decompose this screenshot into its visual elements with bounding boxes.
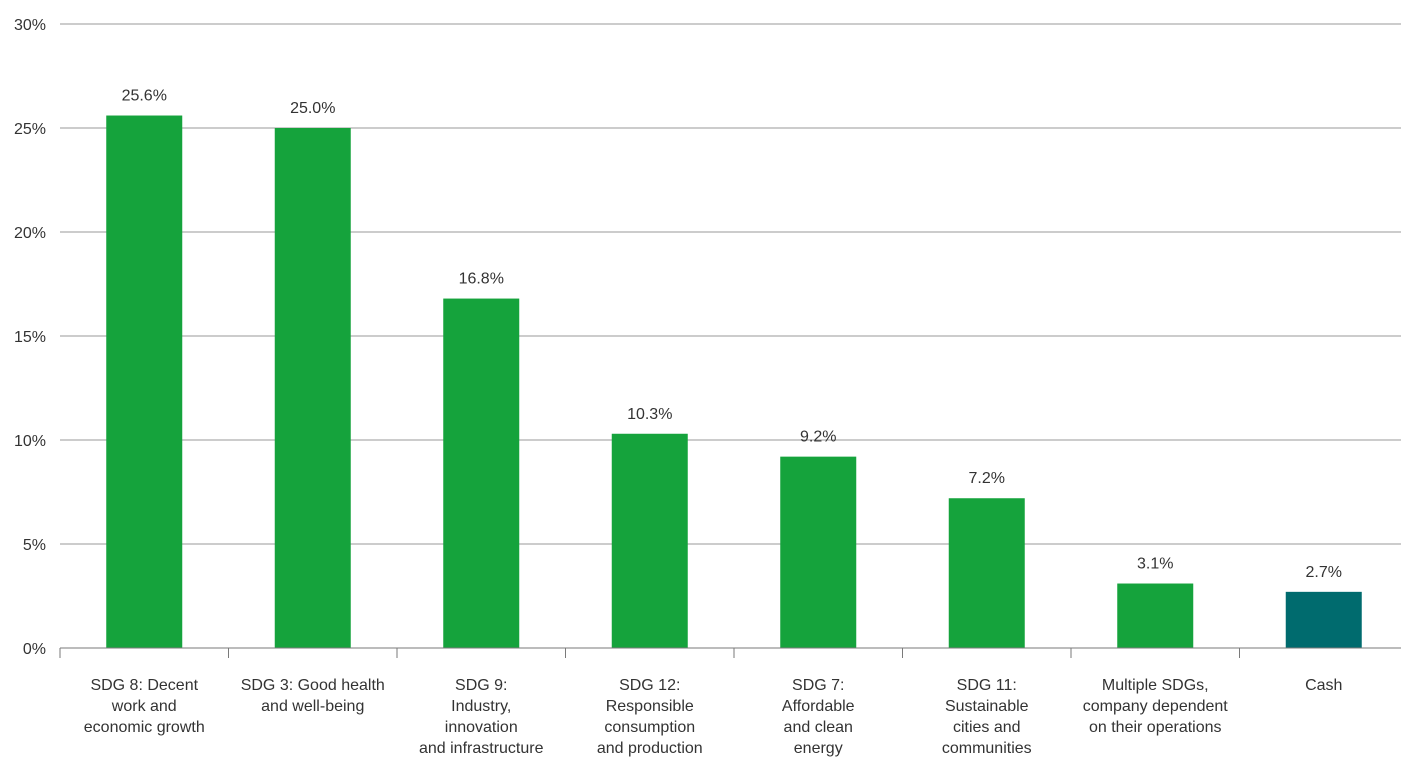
x-category-label: SDG 9: Industry, innovation and infrastruct… — [419, 677, 544, 757]
x-axis-category-labels: SDG 8: Decent work and economic growthSDG … — [84, 677, 1343, 757]
x-category-label: SDG 3: Good health and well-being — [241, 677, 385, 715]
y-tick-label: 5% — [23, 537, 46, 554]
bars — [106, 115, 1362, 648]
x-category-label: SDG 12: Responsible consumption and product… — [597, 677, 703, 757]
bar — [611, 433, 688, 648]
x-category-label-line: SDG 3: Good health — [241, 677, 385, 694]
bar-value-label: 7.2% — [969, 470, 1005, 487]
x-category-label: SDG 7: Affordable and clean energy — [782, 677, 855, 757]
x-category-label-line: cities and — [953, 719, 1021, 736]
y-tick-label: 10% — [14, 433, 46, 450]
bar-value-label: 25.0% — [290, 100, 335, 117]
y-tick-label: 30% — [14, 17, 46, 34]
x-category-label-line: and well-being — [261, 698, 364, 715]
x-category-label-line: work and — [111, 698, 177, 715]
bar — [1285, 591, 1362, 648]
x-category-label-line: and clean — [784, 719, 853, 736]
x-category-label: Multiple SDGs, company dependent on their … — [1083, 677, 1229, 736]
x-category-label-line: SDG 8: Decent — [90, 677, 198, 694]
x-category-label-line: consumption — [604, 719, 695, 736]
bar-value-label: 16.8% — [459, 271, 504, 288]
bar-value-label: 3.1% — [1137, 556, 1173, 573]
x-category-label-line: Industry, — [451, 698, 511, 715]
x-category-label-line: Responsible — [606, 698, 694, 715]
data-labels: 25.6% 25.0% 16.8% 10.3% 9.2% 7.2% 3.1% 2.7% — [122, 88, 1342, 581]
x-category-label-line: SDG 11: — [957, 677, 1017, 694]
x-category-label-line: SDG 9: — [455, 677, 507, 694]
x-category-label-line: SDG 12: — [619, 677, 680, 694]
x-category-label-line: and infrastructure — [419, 740, 544, 757]
gridlines — [60, 23, 1401, 545]
x-category-label: SDG 8: Decent work and economic growth — [84, 677, 205, 736]
x-category-label-line: on their operations — [1089, 719, 1222, 736]
bar — [1117, 583, 1194, 648]
x-category-label-line: innovation — [445, 719, 518, 736]
y-tick-label: 0% — [23, 641, 46, 658]
x-category-label-line: energy — [794, 740, 843, 757]
x-category-label: Cash — [1305, 677, 1342, 694]
y-tick-label: 20% — [14, 225, 46, 242]
x-category-label-line: economic growth — [84, 719, 205, 736]
x-category-label-line: SDG 7: — [792, 677, 844, 694]
bar — [948, 498, 1025, 648]
x-category-label-line: company dependent — [1083, 698, 1229, 715]
bar-value-label: 9.2% — [800, 429, 836, 446]
bar — [443, 298, 520, 648]
x-axis — [59, 647, 1401, 658]
bar — [780, 456, 857, 648]
bar-value-label: 25.6% — [122, 88, 167, 105]
x-category-label-line: Cash — [1305, 677, 1342, 694]
y-axis-tick-labels: 0% 5% 10% 15% 20% 25% 30% — [14, 17, 46, 658]
bar-value-label: 2.7% — [1306, 564, 1342, 581]
x-category-label-line: and production — [597, 740, 703, 757]
bar — [106, 115, 183, 648]
x-category-label-line: Affordable — [782, 698, 855, 715]
x-category-label-line: Sustainable — [945, 698, 1029, 715]
x-category-label-line: communities — [942, 740, 1032, 757]
bar-value-label: 10.3% — [627, 406, 672, 423]
y-tick-label: 25% — [14, 121, 46, 138]
y-tick-label: 15% — [14, 329, 46, 346]
x-category-label: SDG 11: Sustainable cities and communities — [942, 677, 1032, 757]
x-category-label-line: Multiple SDGs, — [1102, 677, 1209, 694]
bar — [274, 128, 351, 648]
